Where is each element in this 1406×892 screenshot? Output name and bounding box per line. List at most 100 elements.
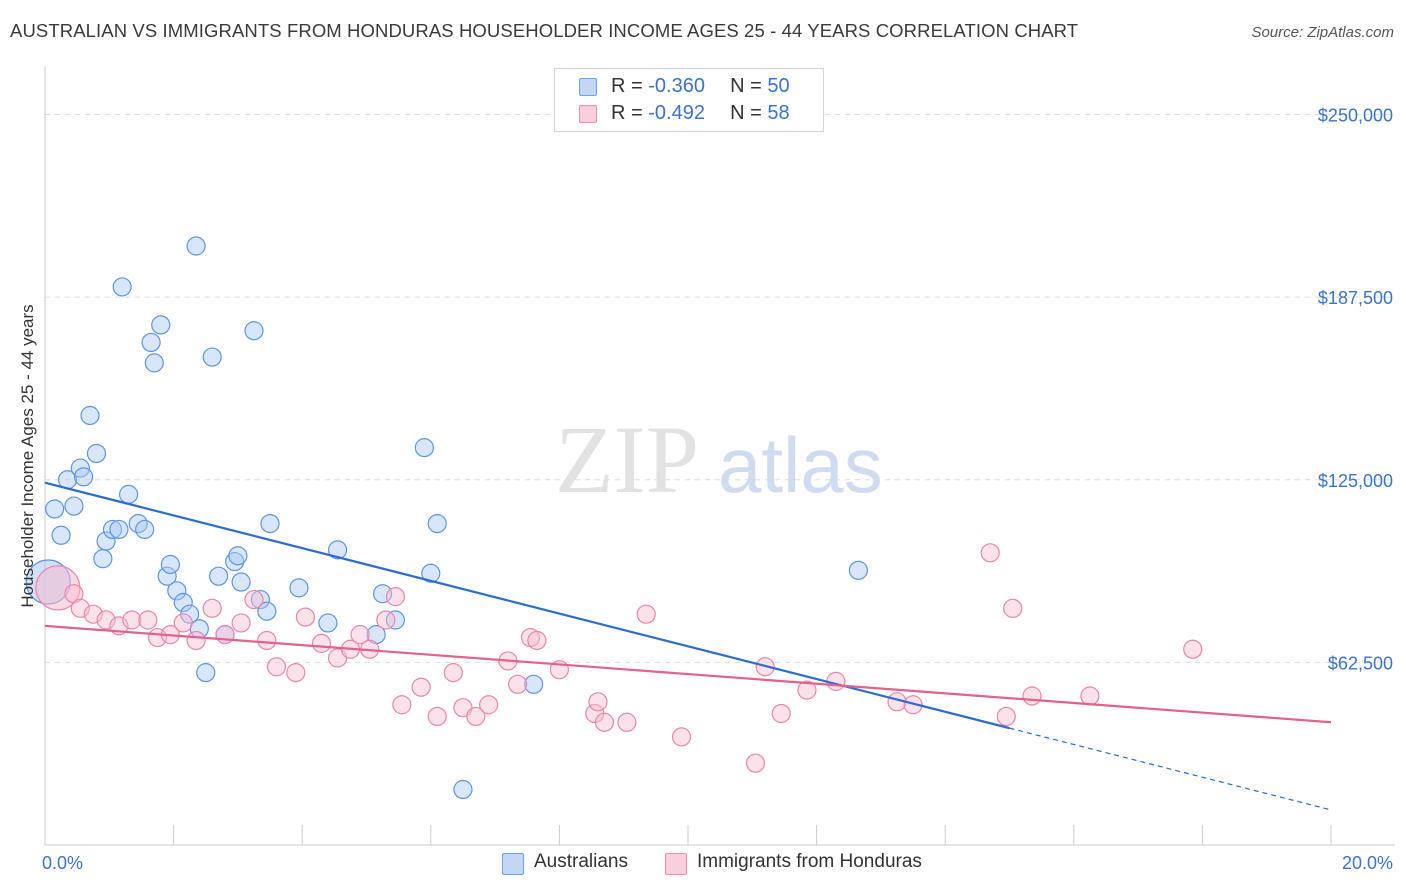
australians-point xyxy=(173,592,193,613)
australians-point xyxy=(64,496,84,516)
australians-legend-swatch xyxy=(502,853,524,875)
honduras-point xyxy=(350,625,370,645)
honduras-point xyxy=(122,610,142,630)
honduras-point xyxy=(745,753,766,773)
x-tick-label-max: 20.0% xyxy=(1342,853,1393,873)
australians-point xyxy=(414,438,434,458)
honduras-point xyxy=(443,663,463,683)
honduras-point xyxy=(286,663,306,683)
trend-lines xyxy=(44,481,1332,811)
honduras-point xyxy=(186,630,206,651)
y-tick-label: $250,000 xyxy=(1318,106,1393,126)
honduras-point xyxy=(311,633,332,653)
chart-title: AUSTRALIAN VS IMMIGRANTS FROM HONDURAS H… xyxy=(10,20,1079,41)
australians-point xyxy=(186,236,206,256)
y-axis-title: Householder Income Ages 25 - 44 years xyxy=(18,304,37,608)
australians-point xyxy=(80,405,100,426)
r-value-honduras: -0.492 xyxy=(648,102,705,124)
australians-point xyxy=(209,566,229,586)
australians-point xyxy=(289,578,309,598)
honduras-point xyxy=(35,565,81,611)
australians-point xyxy=(524,674,544,694)
honduras-point xyxy=(1022,686,1042,706)
honduras-point xyxy=(466,706,486,727)
honduras-point xyxy=(257,630,277,651)
honduras-point xyxy=(771,703,791,724)
n-label: N = xyxy=(730,75,762,97)
n-label: N = xyxy=(730,102,762,124)
australians-point xyxy=(202,347,222,367)
honduras-point xyxy=(138,610,158,630)
watermark-atlas: atlas xyxy=(718,421,883,509)
honduras-point xyxy=(427,706,447,727)
honduras-point xyxy=(1003,598,1023,618)
australians-point xyxy=(157,566,177,586)
australians-point xyxy=(385,610,406,630)
honduras-point xyxy=(385,587,406,607)
australians-point xyxy=(421,563,441,583)
n-value-australians: 50 xyxy=(767,75,790,97)
australians-legend-label: Australians xyxy=(534,851,628,872)
honduras-point xyxy=(173,613,193,633)
honduras-point xyxy=(588,692,608,712)
honduras-point xyxy=(980,543,1000,563)
honduras-point xyxy=(244,589,264,610)
australians-point xyxy=(244,321,264,341)
honduras-legend-label: Immigrants from Honduras xyxy=(697,851,922,872)
australians-point xyxy=(86,443,107,464)
australians-point xyxy=(151,315,171,335)
axes xyxy=(44,66,1395,846)
honduras-point xyxy=(797,680,817,700)
australians-point xyxy=(848,560,868,580)
australians-point xyxy=(318,613,338,633)
source-label: Source: ZipAtlas.com xyxy=(1251,24,1394,41)
honduras-point xyxy=(1080,686,1100,706)
australians-point xyxy=(260,513,280,534)
australians-point xyxy=(231,572,251,592)
y-tick-label: $62,500 xyxy=(1328,653,1393,673)
honduras-swatch xyxy=(579,105,597,123)
honduras-point xyxy=(479,695,499,715)
australians-point xyxy=(73,467,94,487)
australians-point xyxy=(112,277,132,297)
australians-point xyxy=(141,332,161,353)
honduras-point xyxy=(376,610,396,630)
honduras-point xyxy=(202,598,222,618)
australians-point xyxy=(118,484,139,504)
australians-trend-extension xyxy=(1009,727,1332,811)
australians-point xyxy=(327,540,348,560)
r-value-australians: -0.360 xyxy=(648,75,705,97)
honduras-point xyxy=(295,607,316,627)
honduras-point xyxy=(1183,639,1203,659)
honduras-point xyxy=(508,674,528,694)
correlation-legend: R = -0.360 N = 50 R = -0.492 N = 58 xyxy=(554,68,824,132)
australians-point xyxy=(102,519,123,540)
australians-point xyxy=(257,601,277,621)
n-value-honduras: 58 xyxy=(767,102,790,124)
australians-point xyxy=(160,554,180,575)
australians-point xyxy=(135,519,155,540)
x-tick-labels: 0.0% 20.0% xyxy=(42,853,1393,873)
honduras-point xyxy=(527,630,547,651)
australians-point xyxy=(45,499,65,519)
australians-point xyxy=(196,663,216,683)
australians-point xyxy=(250,589,271,610)
australians-point xyxy=(225,551,245,572)
honduras-trend-line xyxy=(44,624,1332,724)
honduras-points xyxy=(35,543,1203,773)
australians-point xyxy=(51,525,71,545)
honduras-point xyxy=(996,706,1016,727)
australians-point xyxy=(453,779,473,800)
australians-point xyxy=(109,519,129,540)
australians-point xyxy=(93,549,113,569)
honduras-point xyxy=(594,712,615,732)
australians-point xyxy=(228,546,248,566)
australians-point xyxy=(427,513,447,534)
y-tick-label: $125,000 xyxy=(1318,471,1393,491)
r-label: R = xyxy=(611,75,643,97)
australians-point xyxy=(144,353,164,373)
honduras-point xyxy=(266,657,287,677)
watermark-zip: ZIP xyxy=(555,406,699,513)
australians-swatch xyxy=(579,78,597,96)
